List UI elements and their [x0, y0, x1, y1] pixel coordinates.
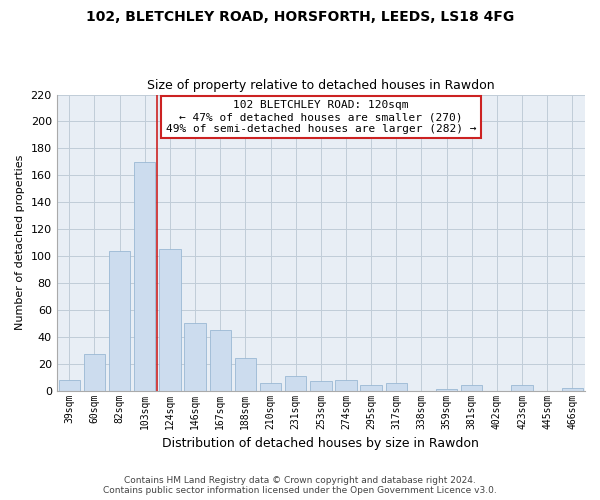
Text: 102 BLETCHLEY ROAD: 120sqm
← 47% of detached houses are smaller (270)
49% of sem: 102 BLETCHLEY ROAD: 120sqm ← 47% of deta… — [166, 100, 476, 134]
Text: Contains HM Land Registry data © Crown copyright and database right 2024.
Contai: Contains HM Land Registry data © Crown c… — [103, 476, 497, 495]
Bar — [134, 162, 155, 390]
Title: Size of property relative to detached houses in Rawdon: Size of property relative to detached ho… — [147, 79, 494, 92]
Bar — [511, 386, 533, 390]
Bar — [285, 376, 307, 390]
Bar — [260, 382, 281, 390]
Bar — [235, 358, 256, 390]
Bar — [310, 381, 332, 390]
Bar — [84, 354, 105, 390]
Bar — [335, 380, 356, 390]
Bar — [209, 330, 231, 390]
Y-axis label: Number of detached properties: Number of detached properties — [15, 155, 25, 330]
Bar — [184, 324, 206, 390]
Bar — [461, 386, 482, 390]
Bar — [59, 380, 80, 390]
Bar — [361, 386, 382, 390]
Text: 102, BLETCHLEY ROAD, HORSFORTH, LEEDS, LS18 4FG: 102, BLETCHLEY ROAD, HORSFORTH, LEEDS, L… — [86, 10, 514, 24]
Bar — [109, 250, 130, 390]
Bar — [159, 250, 181, 390]
Bar — [386, 382, 407, 390]
X-axis label: Distribution of detached houses by size in Rawdon: Distribution of detached houses by size … — [163, 437, 479, 450]
Bar — [562, 388, 583, 390]
